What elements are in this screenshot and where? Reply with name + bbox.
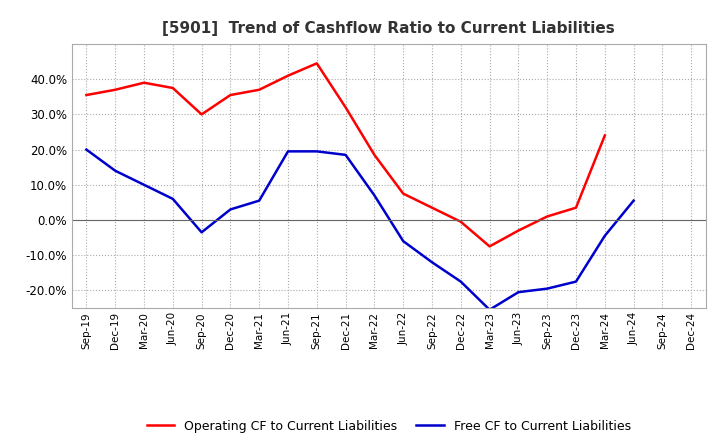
Operating CF to Current Liabilities (543, 214, 552, 219)
Operating CF to Current Liabilities (140, 80, 148, 85)
Operating CF to Current Liabilities (399, 191, 408, 196)
Line: Operating CF to Current Liabilities: Operating CF to Current Liabilities (86, 63, 605, 246)
Free CF to Current Liabilities (111, 168, 120, 173)
Title: [5901]  Trend of Cashflow Ratio to Current Liabilities: [5901] Trend of Cashflow Ratio to Curren… (163, 21, 615, 36)
Free CF to Current Liabilities (399, 238, 408, 244)
Free CF to Current Liabilities (572, 279, 580, 284)
Operating CF to Current Liabilities (168, 85, 177, 91)
Operating CF to Current Liabilities (572, 205, 580, 210)
Free CF to Current Liabilities (485, 307, 494, 312)
Operating CF to Current Liabilities (428, 205, 436, 210)
Operating CF to Current Liabilities (255, 87, 264, 92)
Free CF to Current Liabilities (341, 152, 350, 158)
Free CF to Current Liabilities (543, 286, 552, 291)
Operating CF to Current Liabilities (197, 112, 206, 117)
Free CF to Current Liabilities (284, 149, 292, 154)
Operating CF to Current Liabilities (82, 92, 91, 98)
Free CF to Current Liabilities (456, 279, 465, 284)
Free CF to Current Liabilities (312, 149, 321, 154)
Free CF to Current Liabilities (168, 196, 177, 202)
Operating CF to Current Liabilities (514, 228, 523, 233)
Operating CF to Current Liabilities (485, 244, 494, 249)
Free CF to Current Liabilities (255, 198, 264, 203)
Operating CF to Current Liabilities (111, 87, 120, 92)
Operating CF to Current Liabilities (284, 73, 292, 78)
Operating CF to Current Liabilities (226, 92, 235, 98)
Free CF to Current Liabilities (226, 207, 235, 212)
Line: Free CF to Current Liabilities: Free CF to Current Liabilities (86, 150, 634, 310)
Free CF to Current Liabilities (197, 230, 206, 235)
Operating CF to Current Liabilities (341, 105, 350, 110)
Operating CF to Current Liabilities (600, 133, 609, 138)
Free CF to Current Liabilities (629, 198, 638, 203)
Operating CF to Current Liabilities (370, 152, 379, 158)
Legend: Operating CF to Current Liabilities, Free CF to Current Liabilities: Operating CF to Current Liabilities, Fre… (142, 414, 636, 437)
Free CF to Current Liabilities (370, 193, 379, 198)
Free CF to Current Liabilities (600, 233, 609, 238)
Operating CF to Current Liabilities (456, 219, 465, 224)
Operating CF to Current Liabilities (312, 61, 321, 66)
Free CF to Current Liabilities (514, 290, 523, 295)
Free CF to Current Liabilities (428, 260, 436, 265)
Free CF to Current Liabilities (82, 147, 91, 152)
Free CF to Current Liabilities (140, 182, 148, 187)
